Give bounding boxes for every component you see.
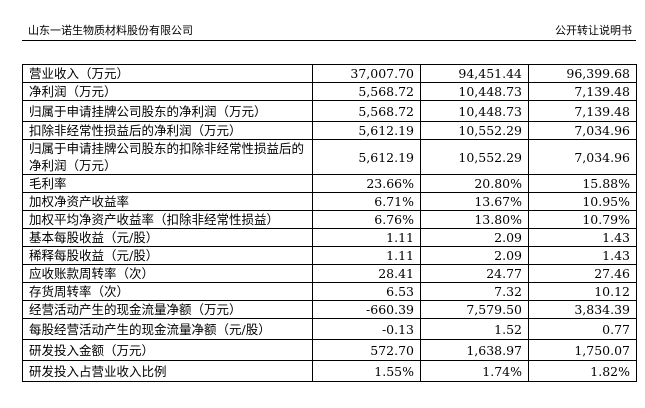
cell-value: 572.70 — [312, 339, 421, 361]
cell-value: -0.13 — [312, 318, 421, 340]
cell-value: 0.77 — [528, 318, 637, 340]
table-row: 基本每股收益（元/股） 1.11 2.09 1.43 — [22, 228, 637, 247]
table-row: 归属于申请挂牌公司股东的扣除非经常性损益后的净利润（万元） 5,612.19 1… — [22, 139, 637, 175]
cell-value: 15.88% — [528, 174, 637, 193]
table-row: 营业收入（万元） 37,007.70 94,451.44 96,399.68 — [22, 64, 637, 83]
cell-value: 10,552.29 — [420, 139, 529, 175]
cell-value: 94,451.44 — [420, 64, 529, 83]
row-label: 应收账款周转率（次） — [22, 264, 313, 283]
table-row: 经营活动产生的现金流量净额（万元） -660.39 7,579.50 3,834… — [22, 300, 637, 319]
cell-value: 1.55% — [312, 360, 421, 382]
cell-value: 6.53 — [312, 282, 421, 301]
cell-value: 1.43 — [528, 246, 637, 265]
cell-value: 27.46 — [528, 264, 637, 283]
cell-value: 7,139.48 — [528, 100, 637, 122]
cell-value: 5,568.72 — [312, 82, 421, 101]
table-row: 每股经营活动产生的现金流量净额（元/股） -0.13 1.52 0.77 — [22, 318, 637, 340]
table-row: 稀释每股收益（元/股） 1.11 2.09 1.43 — [22, 246, 637, 265]
table-row: 加权平均净资产收益率（扣除非经常性损益） 6.76% 13.80% 10.79% — [22, 210, 637, 229]
document-title: 公开转让说明书 — [555, 24, 632, 37]
cell-value: 1.11 — [312, 228, 421, 247]
row-label: 经营活动产生的现金流量净额（万元） — [22, 300, 313, 319]
cell-value: 23.66% — [312, 174, 421, 193]
row-label: 毛利率 — [22, 174, 313, 193]
table-row: 毛利率 23.66% 20.80% 15.88% — [22, 174, 637, 193]
row-label: 扣除非经常性损益后的净利润（万元） — [22, 121, 313, 140]
row-label: 营业收入（万元） — [22, 64, 313, 83]
cell-value: 2.09 — [420, 228, 529, 247]
cell-value: 7,139.48 — [528, 82, 637, 101]
row-label: 每股经营活动产生的现金流量净额（元/股） — [22, 318, 313, 340]
cell-value: 1.82% — [528, 360, 637, 382]
row-label: 研发投入金额（万元） — [22, 339, 313, 361]
header-divider — [22, 40, 636, 41]
financial-indicators-table: 营业收入（万元） 37,007.70 94,451.44 96,399.68 净… — [22, 64, 637, 382]
cell-value: 1.11 — [312, 246, 421, 265]
cell-value: 10,552.29 — [420, 121, 529, 140]
row-label: 加权平均净资产收益率（扣除非经常性损益） — [22, 210, 313, 229]
cell-value: 10,448.73 — [420, 82, 529, 101]
table-row: 应收账款周转率（次） 28.41 24.77 27.46 — [22, 264, 637, 283]
table-row: 扣除非经常性损益后的净利润（万元） 5,612.19 10,552.29 7,0… — [22, 121, 637, 140]
cell-value: 10.95% — [528, 192, 637, 211]
cell-value: 37,007.70 — [312, 64, 421, 83]
cell-value: 1.52 — [420, 318, 529, 340]
cell-value: 6.71% — [312, 192, 421, 211]
cell-value: 5,568.72 — [312, 100, 421, 122]
row-label: 研发投入占营业收入比例 — [22, 360, 313, 382]
cell-value: 1.43 — [528, 228, 637, 247]
table-row: 存货周转率（次） 6.53 7.32 10.12 — [22, 282, 637, 301]
row-label: 基本每股收益（元/股） — [22, 228, 313, 247]
row-label: 加权净资产收益率 — [22, 192, 313, 211]
cell-value: 13.80% — [420, 210, 529, 229]
cell-value: 10.12 — [528, 282, 637, 301]
cell-value: 6.76% — [312, 210, 421, 229]
cell-value: 10,448.73 — [420, 100, 529, 122]
cell-value: -660.39 — [312, 300, 421, 319]
cell-value: 1,750.07 — [528, 339, 637, 361]
row-label: 稀释每股收益（元/股） — [22, 246, 313, 265]
cell-value: 3,834.39 — [528, 300, 637, 319]
cell-value: 13.67% — [420, 192, 529, 211]
table-row: 加权净资产收益率 6.71% 13.67% 10.95% — [22, 192, 637, 211]
company-name: 山东一诺生物质材料股份有限公司 — [28, 24, 193, 37]
row-label: 净利润（万元） — [22, 82, 313, 101]
cell-value: 7,579.50 — [420, 300, 529, 319]
cell-value: 7,034.96 — [528, 139, 637, 175]
cell-value: 96,399.68 — [528, 64, 637, 83]
cell-value: 2.09 — [420, 246, 529, 265]
cell-value: 5,612.19 — [312, 121, 421, 140]
table-row: 归属于申请挂牌公司股东的净利润（万元） 5,568.72 10,448.73 7… — [22, 100, 637, 122]
table-row: 净利润（万元） 5,568.72 10,448.73 7,139.48 — [22, 82, 637, 101]
page-header: 山东一诺生物质材料股份有限公司 公开转让说明书 — [22, 20, 636, 38]
cell-value: 7.32 — [420, 282, 529, 301]
row-label: 存货周转率（次） — [22, 282, 313, 301]
row-label: 归属于申请挂牌公司股东的扣除非经常性损益后的净利润（万元） — [22, 139, 313, 175]
cell-value: 7,034.96 — [528, 121, 637, 140]
cell-value: 20.80% — [420, 174, 529, 193]
cell-value: 10.79% — [528, 210, 637, 229]
table-row: 研发投入占营业收入比例 1.55% 1.74% 1.82% — [22, 360, 637, 382]
cell-value: 1.74% — [420, 360, 529, 382]
row-label: 归属于申请挂牌公司股东的净利润（万元） — [22, 100, 313, 122]
cell-value: 5,612.19 — [312, 139, 421, 175]
cell-value: 24.77 — [420, 264, 529, 283]
table-row: 研发投入金额（万元） 572.70 1,638.97 1,750.07 — [22, 339, 637, 361]
cell-value: 1,638.97 — [420, 339, 529, 361]
cell-value: 28.41 — [312, 264, 421, 283]
